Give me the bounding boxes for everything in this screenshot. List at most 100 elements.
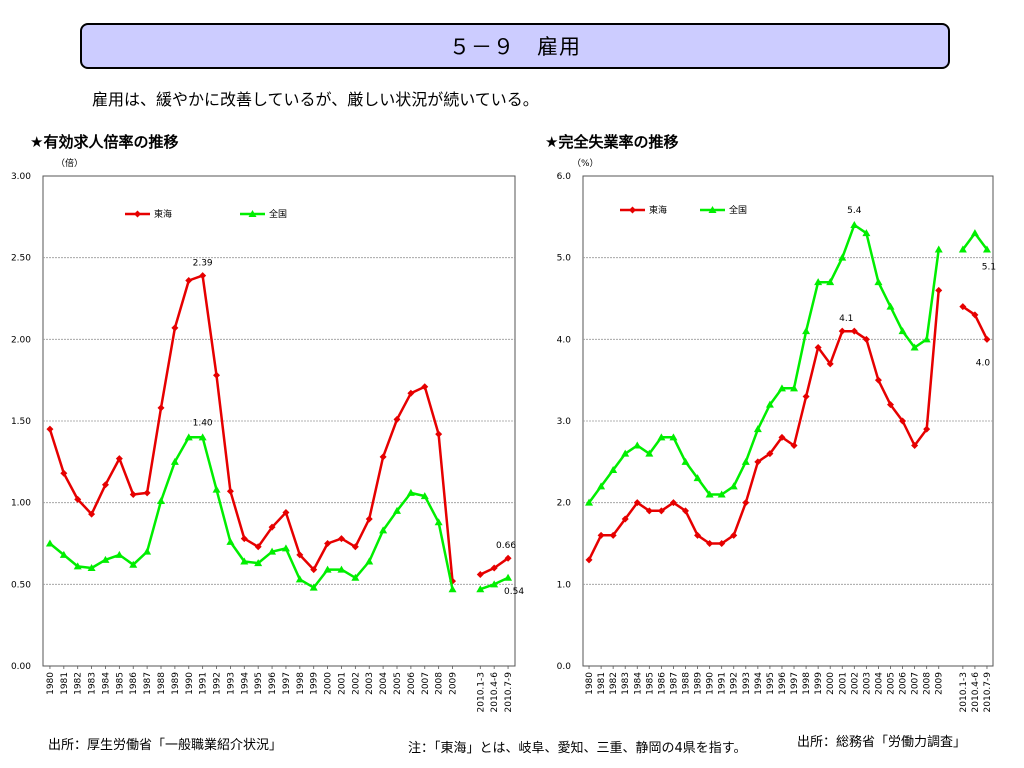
- left-point-zenkoku: [157, 497, 165, 505]
- right-point-zenkoku: [729, 482, 738, 490]
- left-xtick-label: 2006: [407, 672, 417, 695]
- right-point-zenkoku: [910, 343, 919, 351]
- left-point-tokai: [46, 425, 54, 433]
- right-point-tokai: [874, 376, 882, 384]
- left-xtick-label: 1988: [157, 672, 167, 695]
- left-point-tokai: [88, 510, 96, 518]
- left-point-tokai: [254, 543, 262, 551]
- left-xtick-label: 1989: [171, 672, 181, 695]
- left-xtick-label: 1998: [296, 672, 306, 695]
- right-legend-marker-zenkoku: [708, 206, 717, 213]
- right-point-zenkoku: [862, 229, 871, 237]
- right-xtick-label: 1999: [814, 672, 824, 695]
- left-xtick-label: 2001: [337, 672, 347, 695]
- right-point-zenkoku: [850, 221, 859, 228]
- left-point-zenkoku: [295, 575, 304, 583]
- footnote: 注：「東海」とは、岐阜、愛知、三重、静岡の4県を指す。: [408, 741, 747, 756]
- left-point-zenkoku: [434, 518, 443, 526]
- right-point-tokai: [983, 335, 991, 343]
- left-point-zenkoku: [420, 492, 429, 500]
- left-point-tokai: [213, 371, 221, 379]
- right-xtick-label: 2010.4-6: [971, 672, 981, 713]
- right-xtick-label: 1991: [718, 672, 728, 695]
- left-xtick-label: 1982: [74, 672, 84, 695]
- right-xtick-label: 1992: [730, 672, 740, 695]
- right-xtick-label: 1990: [706, 672, 716, 695]
- right-ytick-label: 2.0: [557, 499, 572, 509]
- right-point-zenkoku: [717, 490, 726, 498]
- right-point-tokai: [609, 531, 617, 539]
- left-legend-marker-zenkoku: [248, 210, 257, 217]
- right-point-zenkoku: [922, 335, 931, 343]
- source-left: 出所：厚生労働省「一般職業紹介状況」: [48, 738, 283, 753]
- right-point-tokai: [669, 499, 677, 507]
- left-point-tokai: [490, 564, 498, 572]
- right-point-zenkoku: [657, 433, 666, 441]
- left-point-tokai: [365, 515, 373, 523]
- right-point-tokai: [657, 507, 665, 515]
- right-legend-label-zenkoku: 全国: [729, 204, 747, 216]
- right-xtick-label: 2008: [923, 672, 933, 695]
- left-point-zenkoku: [212, 485, 221, 493]
- page-title-box: ５－９ 雇用: [80, 23, 950, 69]
- left-point-zenkoku: [351, 573, 360, 581]
- right-point-zenkoku: [814, 278, 823, 286]
- left-point-tokai: [421, 383, 429, 391]
- left-xtick-label: 2000: [324, 672, 334, 695]
- left-point-tokai: [74, 495, 82, 503]
- right-point-zenkoku: [669, 433, 678, 441]
- right-xtick-label: 2010.1-3: [959, 672, 969, 712]
- right-point-tokai: [862, 335, 870, 343]
- left-point-tokai: [379, 453, 387, 461]
- right-point-zenkoku: [958, 245, 967, 253]
- left-point-zenkoku: [448, 585, 457, 593]
- right-point-tokai: [802, 393, 810, 400]
- right-point-zenkoku: [790, 384, 799, 392]
- right-data-label: 5.4: [847, 206, 862, 216]
- right-xtick-label: 1994: [754, 672, 764, 695]
- right-xtick-label: 2001: [838, 672, 848, 695]
- right-xtick-label: 1996: [778, 672, 788, 695]
- right-point-zenkoku: [705, 490, 714, 498]
- right-chart-unit: （%）: [572, 159, 599, 169]
- right-point-tokai: [850, 327, 858, 335]
- left-xtick-label: 2010.1-3: [476, 672, 486, 712]
- page-title: ５－９ 雇用: [449, 35, 581, 59]
- left-point-tokai: [171, 324, 179, 332]
- left-ytick-label: 2.00: [11, 335, 31, 345]
- left-point-zenkoku: [504, 573, 513, 581]
- left-point-tokai: [199, 272, 207, 280]
- right-point-tokai: [742, 499, 750, 507]
- left-series-line-tokai: [48, 274, 454, 582]
- left-point-tokai: [185, 277, 193, 285]
- right-xtick-label: 2007: [911, 672, 921, 695]
- left-xtick-label: 1993: [226, 672, 236, 695]
- right-point-tokai: [597, 531, 605, 539]
- right-point-tokai: [911, 442, 919, 449]
- left-data-label: 1.40: [193, 418, 213, 428]
- left-point-zenkoku: [254, 559, 263, 567]
- right-xtick-label: 1986: [657, 672, 667, 695]
- left-data-label: 2.39: [193, 259, 213, 269]
- right-point-zenkoku: [982, 245, 991, 253]
- right-point-zenkoku: [597, 482, 606, 490]
- right-xtick-label: 2004: [874, 672, 884, 695]
- right-xtick-label: 2006: [899, 672, 909, 695]
- left-point-tokai: [282, 508, 290, 516]
- left-point-zenkoku: [379, 526, 388, 534]
- right-point-tokai: [899, 417, 907, 425]
- left-point-zenkoku: [226, 537, 235, 545]
- right-point-tokai: [814, 344, 822, 351]
- right-xtick-label: 1993: [742, 672, 752, 695]
- right-xtick-label: 1984: [633, 672, 643, 695]
- left-point-zenkoku: [240, 557, 249, 565]
- left-point-zenkoku: [59, 550, 68, 558]
- left-point-tokai: [351, 543, 359, 551]
- left-xtick-label: 2002: [351, 672, 361, 695]
- right-point-tokai: [585, 556, 593, 564]
- left-point-tokai: [101, 481, 109, 489]
- right-point-tokai: [935, 286, 943, 294]
- left-xtick-label: 1990: [185, 672, 195, 695]
- right-point-tokai: [887, 401, 894, 409]
